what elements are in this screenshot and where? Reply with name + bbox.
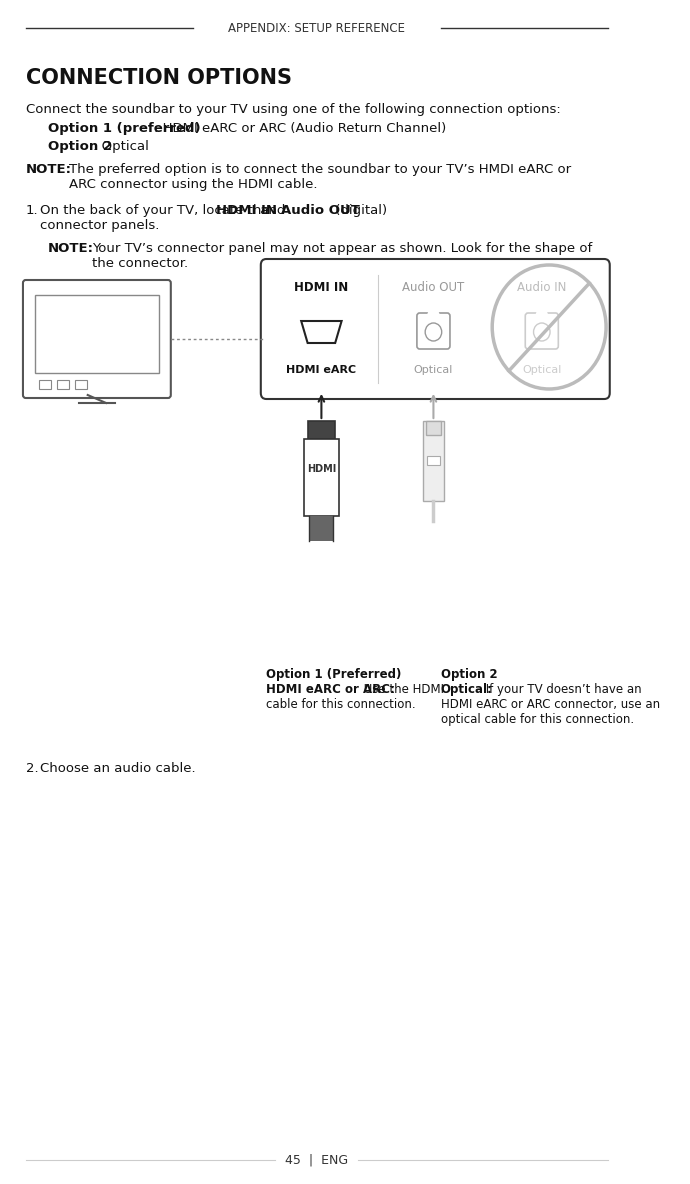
Text: CONNECTION OPTIONS: CONNECTION OPTIONS	[26, 67, 292, 88]
Text: Use the HDMI: Use the HDMI	[360, 683, 444, 696]
Bar	[310, 516, 333, 541]
Text: APPENDIX: SETUP REFERENCE: APPENDIX: SETUP REFERENCE	[228, 21, 405, 34]
Text: Option 1 (Preferred): Option 1 (Preferred)	[266, 668, 402, 681]
Bar	[39, 380, 50, 390]
Text: NOTE:: NOTE:	[26, 163, 72, 176]
Text: If your TV doesn’t have an: If your TV doesn’t have an	[482, 683, 642, 696]
Text: ARC connector using the HDMI cable.: ARC connector using the HDMI cable.	[69, 178, 317, 191]
Text: Option 1 (preferred): Option 1 (preferred)	[48, 122, 200, 135]
Bar	[426, 422, 441, 435]
Text: HDMI eARC or ARC connector, use an: HDMI eARC or ARC connector, use an	[441, 699, 660, 712]
Text: The preferred option is to connect the soundbar to your TV’s HMDI eARC or: The preferred option is to connect the s…	[69, 163, 571, 176]
FancyBboxPatch shape	[23, 279, 171, 398]
Circle shape	[533, 323, 550, 341]
Text: Connect the soundbar to your TV using one of the following connection options:: Connect the soundbar to your TV using on…	[26, 103, 560, 116]
FancyBboxPatch shape	[261, 259, 610, 399]
Text: Your TV’s connector panel may not appear as shown. Look for the shape of: Your TV’s connector panel may not appear…	[92, 242, 592, 255]
Text: NOTE:: NOTE:	[48, 242, 94, 255]
Text: Audio OUT: Audio OUT	[281, 204, 360, 217]
Bar	[308, 422, 335, 439]
Text: the connector.: the connector.	[92, 257, 188, 270]
Text: Option 2: Option 2	[441, 668, 497, 681]
Text: Audio IN: Audio IN	[517, 281, 566, 294]
Circle shape	[425, 323, 442, 341]
Wedge shape	[535, 309, 549, 316]
Text: HDMI IN: HDMI IN	[216, 204, 277, 217]
Text: Optical: Optical	[414, 365, 453, 375]
Text: (digital): (digital)	[331, 204, 386, 217]
Text: Choose an audio cable.: Choose an audio cable.	[41, 762, 196, 776]
Bar	[75, 380, 87, 390]
Text: HDMI eARC or ARC:: HDMI eARC or ARC:	[266, 683, 395, 696]
Text: Audio OUT: Audio OUT	[402, 281, 464, 294]
Text: HDMI IN: HDMI IN	[294, 281, 348, 294]
Wedge shape	[427, 309, 440, 316]
Text: HDMI eARC: HDMI eARC	[286, 365, 357, 375]
Text: and: and	[256, 204, 290, 217]
Text: optical cable for this connection.: optical cable for this connection.	[441, 713, 634, 726]
Text: Optical:: Optical:	[441, 683, 493, 696]
Bar	[57, 380, 69, 390]
Bar	[35, 295, 159, 373]
Text: connector panels.: connector panels.	[41, 219, 160, 232]
Text: On the back of your TV, locate the: On the back of your TV, locate the	[41, 204, 275, 217]
Text: : Optical: : Optical	[92, 140, 148, 153]
FancyBboxPatch shape	[417, 313, 450, 349]
Text: Optical: Optical	[522, 365, 562, 375]
Text: HDMI: HDMI	[307, 463, 336, 474]
FancyBboxPatch shape	[525, 313, 558, 349]
Bar	[424, 422, 444, 501]
Text: 45  |  ENG: 45 | ENG	[285, 1153, 348, 1166]
Text: 2.: 2.	[26, 762, 39, 776]
Polygon shape	[302, 321, 342, 343]
Text: cable for this connection.: cable for this connection.	[266, 699, 416, 712]
Bar	[427, 456, 440, 465]
Text: 1.: 1.	[26, 204, 39, 217]
Text: : HDMI eARC or ARC (Audio Return Channel): : HDMI eARC or ARC (Audio Return Channel…	[155, 122, 446, 135]
Bar	[304, 439, 339, 516]
Text: Option 2: Option 2	[48, 140, 112, 153]
